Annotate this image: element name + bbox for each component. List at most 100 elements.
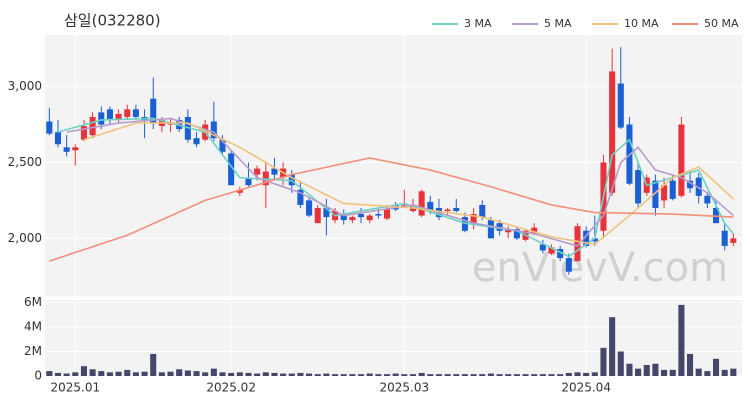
volume-bar: [721, 369, 728, 376]
candle-body: [236, 189, 243, 193]
volume-bar: [704, 371, 711, 376]
candle-body: [505, 229, 512, 233]
volume-bar: [427, 374, 434, 376]
volume-bar: [661, 369, 668, 376]
candle-body: [418, 191, 425, 216]
volume-bar: [548, 374, 555, 376]
volume-bar: [89, 369, 96, 376]
y-tick-label: 3,000: [8, 79, 42, 93]
volume-bar: [669, 369, 676, 376]
y-tick-label: 2M: [24, 344, 42, 358]
volume-bar: [98, 371, 105, 376]
volume-bar: [158, 372, 165, 376]
y-tick-label: 2,000: [8, 231, 42, 245]
volume-bar: [288, 373, 295, 376]
volume-bar: [54, 372, 62, 376]
x-tick-label: 2025.02: [206, 381, 256, 395]
volume-bar: [687, 353, 694, 376]
volume-bar: [106, 372, 113, 376]
volume-bar: [444, 374, 451, 376]
candle-body: [314, 207, 321, 224]
volume-bar: [496, 374, 503, 376]
volume-bar: [271, 372, 278, 376]
candle-body: [115, 113, 122, 120]
volume-bar: [167, 371, 174, 376]
volume-bar: [141, 371, 148, 376]
candle-body: [565, 258, 572, 272]
ma-line: [66, 117, 734, 247]
volume-bar: [306, 373, 313, 376]
volume-bar: [470, 374, 477, 376]
candle-body: [297, 189, 304, 205]
volume-bar: [539, 374, 546, 376]
legend-label: 5 MA: [544, 17, 572, 30]
volume-bar: [349, 374, 356, 376]
candle-body: [106, 109, 113, 120]
legend-label: 50 MA: [704, 17, 739, 30]
volume-bar: [505, 374, 512, 376]
x-tick-label: 2025.01: [50, 381, 100, 395]
volume-bar: [219, 372, 226, 376]
y-tick-label: 2,500: [8, 155, 42, 169]
candle-body: [669, 180, 676, 199]
candle-body: [340, 214, 347, 221]
candle-body: [89, 116, 96, 136]
candle-body: [687, 180, 694, 189]
ma-line: [49, 157, 734, 262]
volume-bar: [652, 363, 659, 376]
candle-body: [193, 138, 200, 145]
candle-body: [98, 112, 105, 125]
volume-bar: [228, 372, 235, 376]
volume-bar: [124, 369, 131, 376]
y-tick-label: 4M: [24, 319, 42, 333]
candle-body: [453, 207, 460, 212]
candle-body: [635, 170, 642, 204]
candle-body: [557, 248, 564, 259]
candle-body: [704, 195, 711, 204]
volume-bar: [513, 374, 520, 376]
volume-bar: [323, 373, 330, 376]
volume-bar: [115, 371, 122, 376]
candle-body: [617, 83, 624, 128]
candle-body: [228, 153, 235, 186]
x-tick-label: 2025.03: [380, 381, 430, 395]
volume-bar: [574, 372, 581, 376]
candle-body: [661, 185, 668, 201]
volume-bar: [340, 374, 347, 376]
candle-body: [150, 98, 157, 124]
candle-body: [730, 238, 737, 243]
volume-bar: [557, 374, 564, 376]
volume-bar: [453, 374, 460, 376]
volume-bar: [678, 304, 685, 376]
candle-body: [513, 229, 520, 239]
volume-bar: [712, 358, 720, 376]
candle-body: [548, 247, 555, 254]
price-panel: [45, 35, 742, 296]
candle-body: [306, 200, 313, 216]
volume-bar: [531, 374, 538, 376]
volume-bar: [609, 317, 616, 376]
volume-bar: [80, 366, 87, 376]
volume-bar: [730, 368, 737, 376]
volume-bar: [600, 347, 607, 376]
volume-bar: [150, 353, 157, 376]
volume-bar: [210, 368, 217, 376]
volume-bar: [245, 372, 252, 376]
candle-body: [72, 147, 79, 151]
candle-body: [539, 244, 546, 251]
volume-bar: [565, 372, 572, 376]
legend-label: 3 MA: [464, 17, 492, 30]
volume-bar: [626, 363, 633, 376]
y-tick-label: 0: [34, 369, 42, 383]
candle-body: [366, 215, 373, 221]
volume-bar: [332, 374, 339, 376]
candle-body: [63, 147, 70, 152]
volume-bar: [635, 368, 642, 376]
candle-body: [444, 209, 451, 212]
candle-body: [487, 220, 494, 239]
candle-body: [591, 238, 598, 242]
volume-bar: [132, 372, 139, 376]
ma-line: [83, 122, 734, 246]
volume-bar: [176, 369, 183, 376]
volume-bar: [591, 372, 598, 376]
